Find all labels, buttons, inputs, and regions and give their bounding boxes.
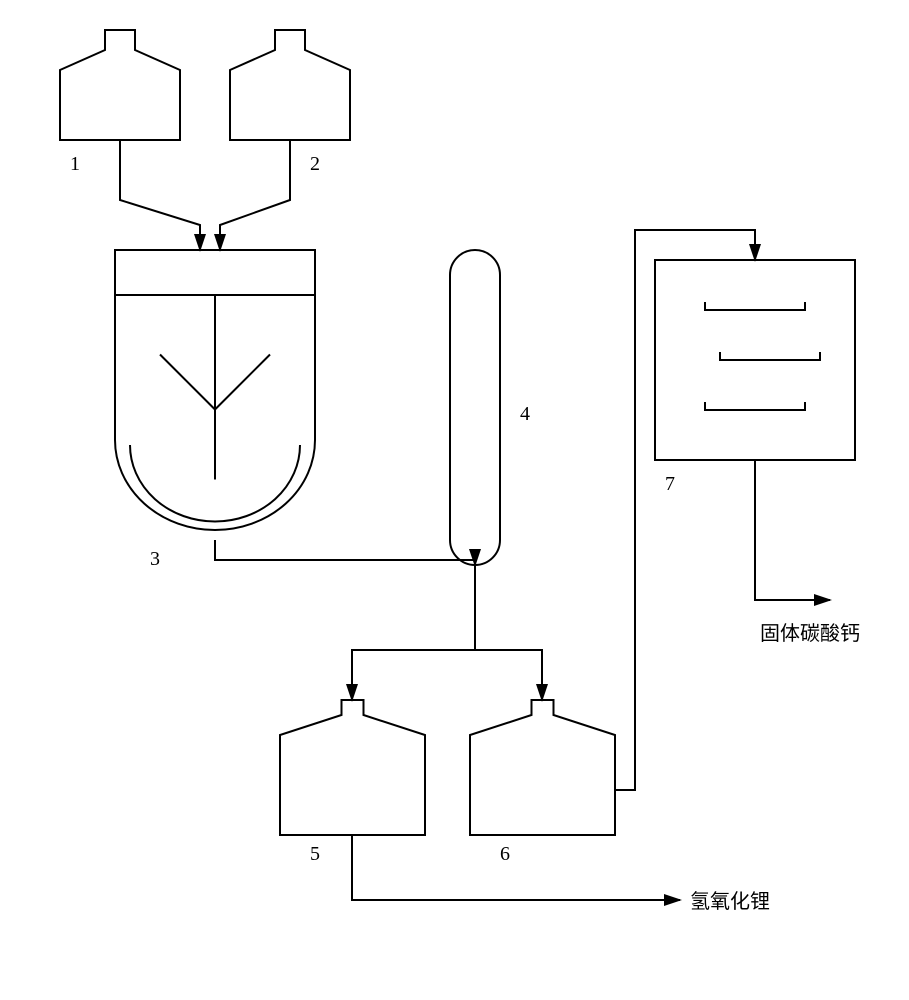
flow-line bbox=[615, 230, 755, 790]
tank bbox=[280, 700, 425, 835]
flow-line bbox=[475, 650, 542, 700]
flow-line bbox=[220, 140, 290, 250]
node-label: 4 bbox=[520, 403, 530, 425]
dryer-tray bbox=[705, 402, 805, 410]
flow-line bbox=[352, 835, 680, 900]
output-lioh-label: 氢氧化锂 bbox=[690, 890, 770, 913]
node-label: 7 bbox=[665, 473, 675, 495]
node-label: 2 bbox=[310, 153, 320, 175]
dryer-tray bbox=[720, 352, 820, 360]
flow-line bbox=[755, 460, 830, 600]
node-label: 1 bbox=[70, 153, 80, 175]
tank bbox=[60, 30, 180, 140]
node-label: 3 bbox=[150, 548, 160, 570]
agitator-blade bbox=[215, 355, 270, 410]
agitator-blade bbox=[160, 355, 215, 410]
tank bbox=[470, 700, 615, 835]
tank bbox=[230, 30, 350, 140]
node-label: 6 bbox=[500, 843, 510, 865]
output-caco3-label: 固体碳酸钙 bbox=[760, 622, 860, 645]
flow-line bbox=[352, 650, 475, 700]
flow-line bbox=[120, 140, 200, 250]
node-label: 5 bbox=[310, 843, 320, 865]
dryer-tray bbox=[705, 302, 805, 310]
column bbox=[450, 250, 500, 565]
flow-line bbox=[215, 540, 475, 565]
